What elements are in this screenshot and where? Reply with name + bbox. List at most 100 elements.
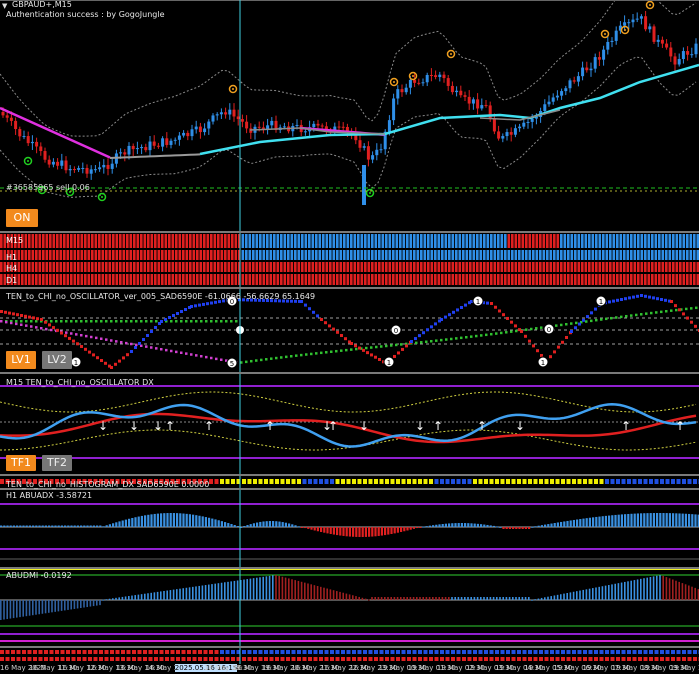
osc-fast-dot	[146, 334, 149, 337]
mtf-cell	[129, 234, 133, 248]
mtf-cell	[196, 262, 199, 272]
on-button[interactable]: ON	[6, 209, 38, 227]
mtf-cell	[182, 234, 185, 248]
mtf-cell	[469, 262, 472, 272]
mtf-cell	[196, 250, 199, 260]
adx-bar	[83, 525, 86, 527]
histogram-cell	[264, 479, 268, 484]
mtf-cell	[248, 250, 252, 260]
pane-separator[interactable]	[0, 372, 699, 374]
gray-ma-line	[109, 153, 201, 159]
dmi-strip-cell	[566, 657, 571, 661]
mtf-cell	[553, 234, 556, 248]
dmi-bar	[403, 597, 405, 600]
mtf-cell	[388, 234, 392, 248]
mtf-cell	[255, 234, 259, 248]
dmi-strip-cell	[610, 650, 615, 654]
dmi-strip-cell	[22, 657, 26, 661]
pane-separator[interactable]	[0, 287, 699, 289]
candle-body	[400, 89, 404, 93]
dmi-strip-cell	[16, 650, 21, 654]
auth-status-text: Authentication success : by GogoJungle	[6, 10, 165, 19]
mtf-cell	[451, 274, 455, 285]
tf2-button[interactable]: TF2	[42, 455, 72, 471]
adx-bar	[246, 525, 249, 527]
mtf-cell	[157, 250, 161, 260]
candle-body	[656, 39, 660, 42]
mtf-cell	[567, 234, 570, 248]
mtf-cell	[493, 274, 497, 285]
mtf-cell	[364, 250, 367, 260]
adx-bar	[182, 513, 185, 527]
mtf-cell	[437, 250, 441, 260]
lv2-button[interactable]: LV2	[42, 351, 72, 369]
mtf-cell	[178, 234, 182, 248]
mtf-cell	[189, 262, 192, 272]
dmi-strip-cell	[660, 657, 664, 661]
dmi-bar	[566, 593, 568, 600]
histogram-cell	[456, 479, 461, 484]
time-axis-label: 16 May 18:30	[203, 664, 252, 672]
osc-fast-dot	[686, 316, 689, 320]
osc-fast-dot	[401, 347, 404, 351]
dmi-strip-cell	[225, 657, 230, 661]
adx-bar	[144, 515, 147, 527]
lv1-button[interactable]: LV1	[6, 351, 36, 369]
dmi-strip-cell	[429, 650, 433, 654]
pane-separator[interactable]	[0, 488, 699, 490]
candle-body	[572, 80, 576, 82]
histogram-cell	[357, 479, 362, 484]
mtf-cell	[542, 274, 546, 285]
dmi-strip-cell	[60, 650, 65, 654]
adx-bar	[579, 519, 582, 527]
dmi-strip-cell	[649, 650, 653, 654]
mtf-cell	[185, 234, 189, 248]
osc-fast-dot	[202, 302, 205, 306]
tf1-button[interactable]: TF1	[6, 455, 36, 471]
mtf-cell	[238, 262, 241, 272]
adx-bar	[137, 516, 140, 527]
osc-fast-dot	[100, 359, 103, 362]
candle-body	[173, 139, 177, 141]
pane-separator[interactable]	[0, 567, 699, 569]
osc-magenta-dot	[220, 358, 223, 361]
mtf-cell	[17, 262, 21, 272]
mtf-cell	[588, 262, 591, 272]
sell-signal-icon	[389, 77, 399, 87]
dmi-strip-cell	[88, 657, 92, 661]
adx-bar	[598, 516, 601, 527]
osc-fast-dot	[464, 303, 467, 307]
dmi-strip-cell	[104, 650, 109, 654]
pane-separator[interactable]	[0, 474, 699, 476]
histogram-title: TEN_to_CHI_no_HISTOGRAM_DX SAD6590E 0.00…	[6, 480, 210, 489]
pane-separator[interactable]	[0, 646, 699, 648]
mtf-cell	[525, 250, 528, 260]
osc-fast-dot	[80, 345, 83, 348]
dmi-bar	[345, 593, 348, 600]
mtf-cell	[315, 234, 318, 248]
mtf-cell	[591, 234, 595, 248]
dmi-strip-cell	[297, 650, 301, 654]
mtf-cell	[406, 250, 409, 260]
chart-menu-triangle-icon[interactable]: ▼	[2, 2, 8, 10]
dmi-bar	[89, 600, 92, 607]
candle-body	[43, 151, 47, 160]
mtf-cell	[591, 250, 595, 260]
osc-slow-dot	[175, 320, 178, 323]
mtf-cell	[385, 234, 388, 248]
mtf-cell	[259, 234, 262, 248]
candle-body	[177, 135, 181, 140]
mtf-cell	[514, 250, 518, 260]
mtf-cell	[241, 262, 245, 272]
candle-body	[387, 120, 391, 132]
dmi-strip-cell	[99, 657, 103, 661]
dmi-bar	[179, 588, 181, 600]
osc-fast-dot	[316, 314, 319, 318]
pane-separator[interactable]	[0, 231, 699, 233]
dmi-bar	[579, 590, 581, 600]
candle-body	[39, 146, 43, 152]
mtf-cell	[661, 274, 665, 285]
osc-fast-dot	[294, 299, 297, 303]
mtf-cell	[126, 262, 129, 272]
